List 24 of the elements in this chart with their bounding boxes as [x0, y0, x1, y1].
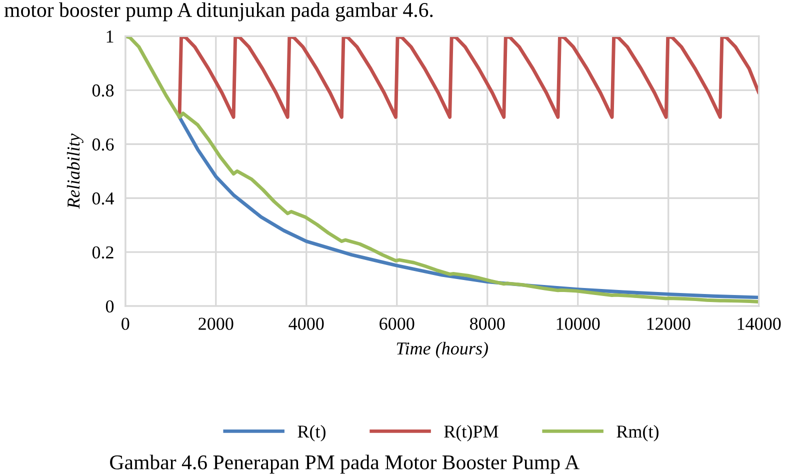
- line-series: [125, 36, 759, 304]
- x-tick-label: 0: [122, 318, 130, 330]
- legend-label: R(t)PM: [444, 424, 498, 442]
- text: motor booster pump A ditunjukan pada gambar 4.6.: [4, 2, 433, 22]
- x-axis-title: Time (hours): [396, 342, 488, 358]
- legend-label: R(t): [298, 424, 326, 442]
- y-tick-label: 0.2: [92, 246, 114, 259]
- x-tick-label: 10000: [556, 318, 600, 330]
- line-series: [178, 36, 759, 119]
- x-tick-label: 14000: [738, 318, 781, 330]
- x-tick-label: 6000: [380, 318, 414, 330]
- y-tick-label: 0.4: [92, 192, 114, 205]
- x-tick-label: 8000: [470, 318, 505, 330]
- y-tick-label: 1: [106, 30, 114, 42]
- text: Gambar 4.6 Penerapan PM pada Motor Booster Pump A: [110, 454, 580, 474]
- y-tick-label: 0.8: [92, 84, 114, 97]
- y-tick-label: 0.6: [92, 138, 114, 151]
- x-tick-label: 4000: [288, 318, 324, 330]
- line-series: [178, 115, 759, 300]
- y-axis-title: Reliability: [66, 134, 84, 209]
- x-tick-label: 2000: [198, 318, 234, 330]
- y-tick-label: 0: [106, 300, 114, 313]
- legend-label: Rm(t): [616, 424, 658, 442]
- x-tick-label: 12000: [647, 318, 690, 330]
